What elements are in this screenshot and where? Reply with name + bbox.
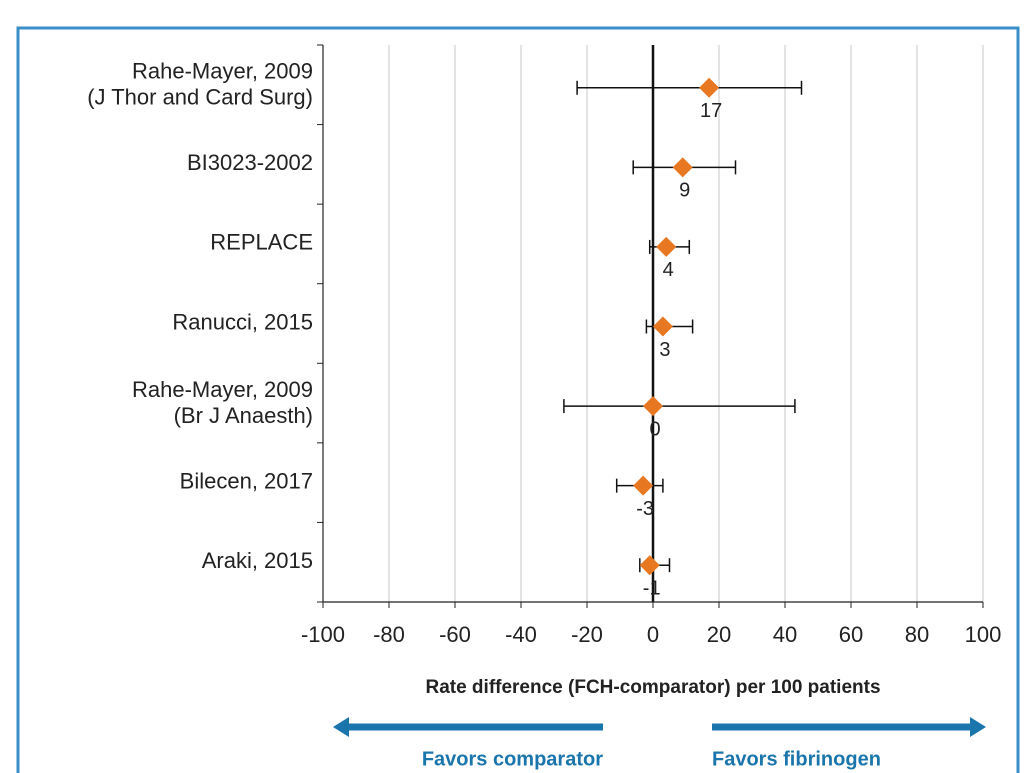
point-estimate — [643, 396, 663, 417]
y-tick-label: Bilecen, 2017 — [180, 468, 313, 493]
y-tick-label: Rahe-Mayer, 2009 — [132, 377, 313, 402]
x-tick-label: -100 — [301, 622, 345, 647]
x-tick-label: -20 — [571, 622, 603, 647]
point-estimate — [633, 475, 654, 496]
x-tick-label: -80 — [373, 622, 405, 647]
point-estimate — [639, 555, 660, 576]
x-tick-label: 40 — [773, 622, 797, 647]
x-axis-title: Rate difference (FCH-comparator) per 100… — [425, 677, 880, 698]
y-tick-label: BI3023-2002 — [187, 150, 313, 175]
data-label: 17 — [700, 100, 722, 122]
y-tick-label: Rahe-Mayer, 2009 — [132, 59, 313, 84]
x-tick-label: -60 — [439, 622, 471, 647]
x-tick-label: 0 — [647, 622, 659, 647]
data-label: 9 — [679, 180, 690, 202]
y-tick-label: (J Thor and Card Surg) — [87, 85, 313, 110]
point-estimate — [652, 316, 673, 337]
x-tick-label: 20 — [707, 622, 731, 647]
data-label: 3 — [659, 339, 670, 361]
x-tick-label: 100 — [965, 622, 1002, 647]
y-tick-label: REPLACE — [210, 230, 313, 255]
x-tick-label: 60 — [839, 622, 863, 647]
point-estimate — [672, 157, 693, 178]
data-label: -3 — [636, 498, 654, 520]
data-label: 0 — [649, 418, 660, 440]
data-label: 4 — [663, 259, 674, 281]
x-tick-label: -40 — [505, 622, 537, 647]
y-tick-label: (Br J Anaesth) — [174, 403, 313, 428]
y-tick-label: Ranucci, 2015 — [172, 309, 313, 334]
right-note: Favors fibrinogen — [712, 748, 881, 770]
point-estimate — [699, 77, 720, 98]
y-tick-label: Araki, 2015 — [202, 548, 313, 573]
point-estimate — [656, 236, 677, 257]
arrow-head — [333, 717, 349, 737]
data-label: -1 — [643, 577, 661, 599]
arrow-head — [970, 717, 986, 737]
x-tick-label: 80 — [905, 622, 929, 647]
left-note: Favors comparator — [422, 748, 603, 770]
